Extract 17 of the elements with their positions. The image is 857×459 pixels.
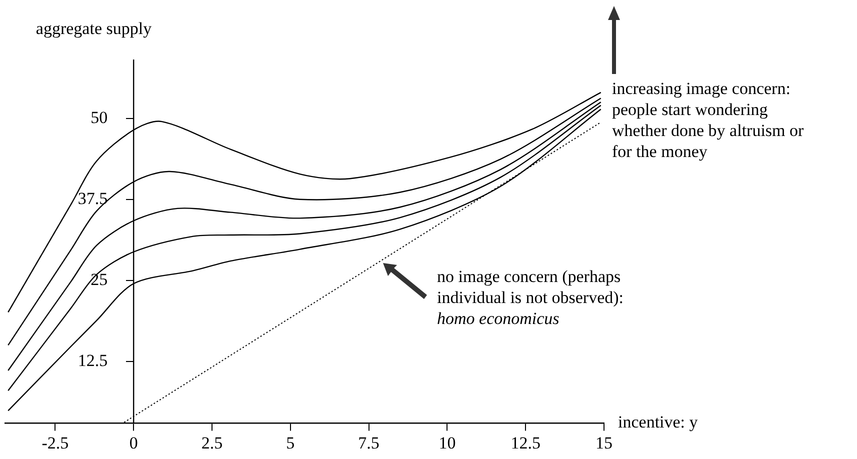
x-tick-label: 10	[438, 434, 456, 453]
y-tick-label: 12.5	[78, 350, 108, 370]
y-tick-label: 50	[90, 108, 108, 127]
x-tick-label: 2.5	[201, 434, 223, 453]
text: increasing image concern: people start wondering whether done by altruism or for the money	[612, 78, 804, 162]
annotation: homo economicus	[437, 308, 560, 329]
x-tick-label: 0	[129, 434, 138, 453]
x-tick-label: 12.5	[510, 434, 540, 453]
x-tick-label: 5	[286, 434, 295, 453]
y-tick-label: 25	[90, 270, 108, 289]
y-tick-label: 37.5	[78, 188, 108, 208]
x-tick-label: 7.5	[358, 434, 380, 453]
annotation: no image concern (perhaps individual is not observed):	[437, 266, 624, 308]
x-tick-label: -2.5	[42, 434, 69, 453]
y-axis-title: aggregate supply	[36, 18, 152, 38]
x-axis-title: incentive: y	[618, 412, 698, 432]
x-tick-label: 15	[596, 434, 612, 453]
